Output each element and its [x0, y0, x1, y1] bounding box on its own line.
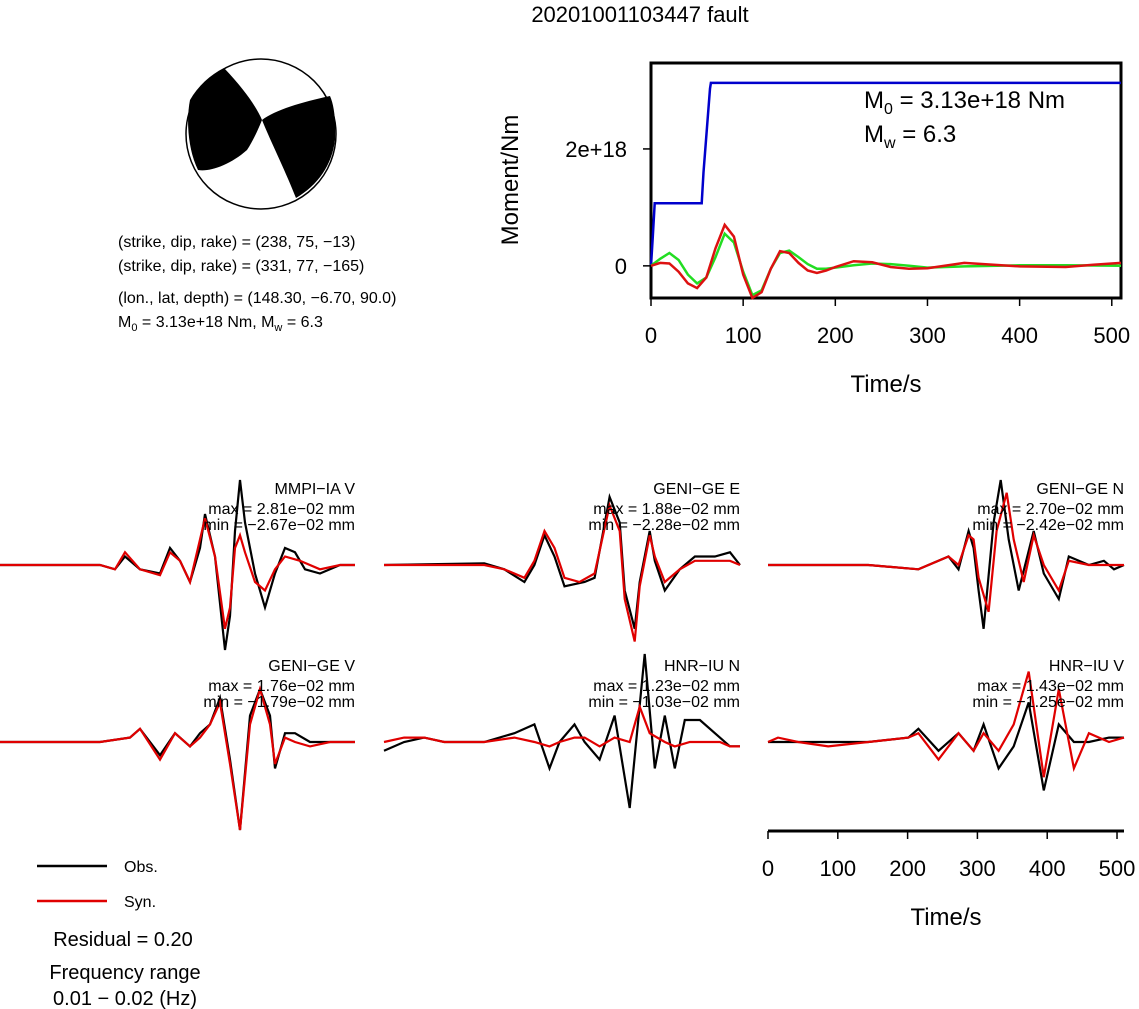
moment-x-tick-label: 500 [1093, 323, 1130, 348]
station-label: MMPI−IA V [275, 481, 356, 498]
max-amplitude-label: max = 2.70e−02 mm [977, 501, 1124, 518]
min-amplitude-label: min = −1.25e−02 mm [972, 694, 1124, 711]
waveform-x-tick-label: 500 [1099, 856, 1136, 881]
waveform-x-tick-label: 200 [889, 856, 926, 881]
waveform-x-axis-label: Time/s [910, 904, 981, 931]
station-label: HNR−IU V [1049, 658, 1124, 675]
max-amplitude-label: max = 1.76e−02 mm [208, 678, 355, 695]
frequency-range-label: Frequency range [49, 962, 200, 984]
min-amplitude-label: min = −1.79e−02 mm [203, 694, 355, 711]
mechanism-line-1: (strike, dip, rake) = (238, 75, −13) [118, 234, 355, 251]
legend-obs-label: Obs. [124, 859, 158, 876]
moment-plot-frame [649, 61, 1123, 300]
frequency-range-value: 0.01 − 0.02 (Hz) [53, 988, 197, 1009]
station-label: GENI−GE V [268, 658, 355, 675]
waveform-time-axis: 0 100 200 300 400 500 Time/s [762, 829, 1136, 931]
mechanism-line-2: (strike, dip, rake) = (331, 77, −165) [118, 258, 364, 275]
observed-trace [768, 702, 1124, 791]
max-amplitude-label: max = 1.88e−02 mm [593, 501, 740, 518]
moment-y-tick-label: 2e+18 [565, 137, 627, 162]
min-amplitude-label: min = −2.42e−02 mm [972, 517, 1124, 534]
moment-x-tick-label: 100 [725, 323, 762, 348]
min-amplitude-label: min = −1.03e−02 mm [588, 694, 740, 711]
waveform-x-tick-label: 300 [959, 856, 996, 881]
station-label: GENI−GE N [1036, 481, 1124, 498]
min-amplitude-label: min = −2.67e−02 mm [203, 517, 355, 534]
moment-x-tick-label: 300 [909, 323, 946, 348]
moment-series-2 [650, 231, 1122, 297]
synthetic-trace [767, 671, 1125, 778]
legend: Obs. Syn. [37, 859, 158, 911]
max-amplitude-label: max = 1.43e−02 mm [977, 678, 1124, 695]
moment-annotation-m0: M0 = 3.13e+18 Nm [864, 87, 1065, 118]
station-label: HNR−IU N [664, 658, 740, 675]
synthetic-trace [0, 685, 355, 831]
max-amplitude-label: max = 1.23e−02 mm [593, 678, 740, 695]
moment-x-axis-label: Time/s [850, 371, 921, 398]
moment-x-tick-label: 200 [817, 323, 854, 348]
residual-text: Residual = 0.20 [53, 929, 193, 951]
moment-chart: 0 100 200 300 400 500 0 2e+18 Time/s Moment/Nm M0 … [497, 61, 1130, 398]
moment-y-axis-label: Moment/Nm [497, 115, 524, 246]
figure-title: 20201001103447 fault [531, 2, 748, 27]
min-amplitude-label: min = −2.28e−02 mm [588, 517, 740, 534]
moment-series-1 [649, 81, 1121, 266]
waveform-x-tick-label: 100 [819, 856, 856, 881]
moment-x-tick-label: 400 [1001, 323, 1038, 348]
legend-syn-label: Syn. [124, 894, 156, 911]
moment-x-tick-label: 0 [645, 323, 657, 348]
moment-annotation-mw: Mw = 6.3 [864, 121, 956, 152]
synthetic-trace [0, 518, 355, 630]
synthetic-trace [383, 703, 740, 748]
beachball [185, 58, 337, 210]
mechanism-line-3: (lon., lat, depth) = (148.30, −6.70, 90.… [118, 290, 396, 307]
max-amplitude-label: max = 2.81e−02 mm [208, 501, 355, 518]
waveform-x-tick-label: 400 [1029, 856, 1066, 881]
moment-y-tick-label: 0 [615, 254, 627, 279]
synthetic-trace [384, 501, 741, 642]
mechanism-line-4: M0 = 3.13e+18 Nm, Mw = 6.3 [118, 314, 323, 334]
synthetic-trace [768, 492, 1124, 613]
observed-trace [383, 493, 741, 630]
waveform-x-tick-label: 0 [762, 856, 774, 881]
moment-series-3 [650, 222, 1122, 300]
station-label: GENI−GE E [653, 481, 740, 498]
